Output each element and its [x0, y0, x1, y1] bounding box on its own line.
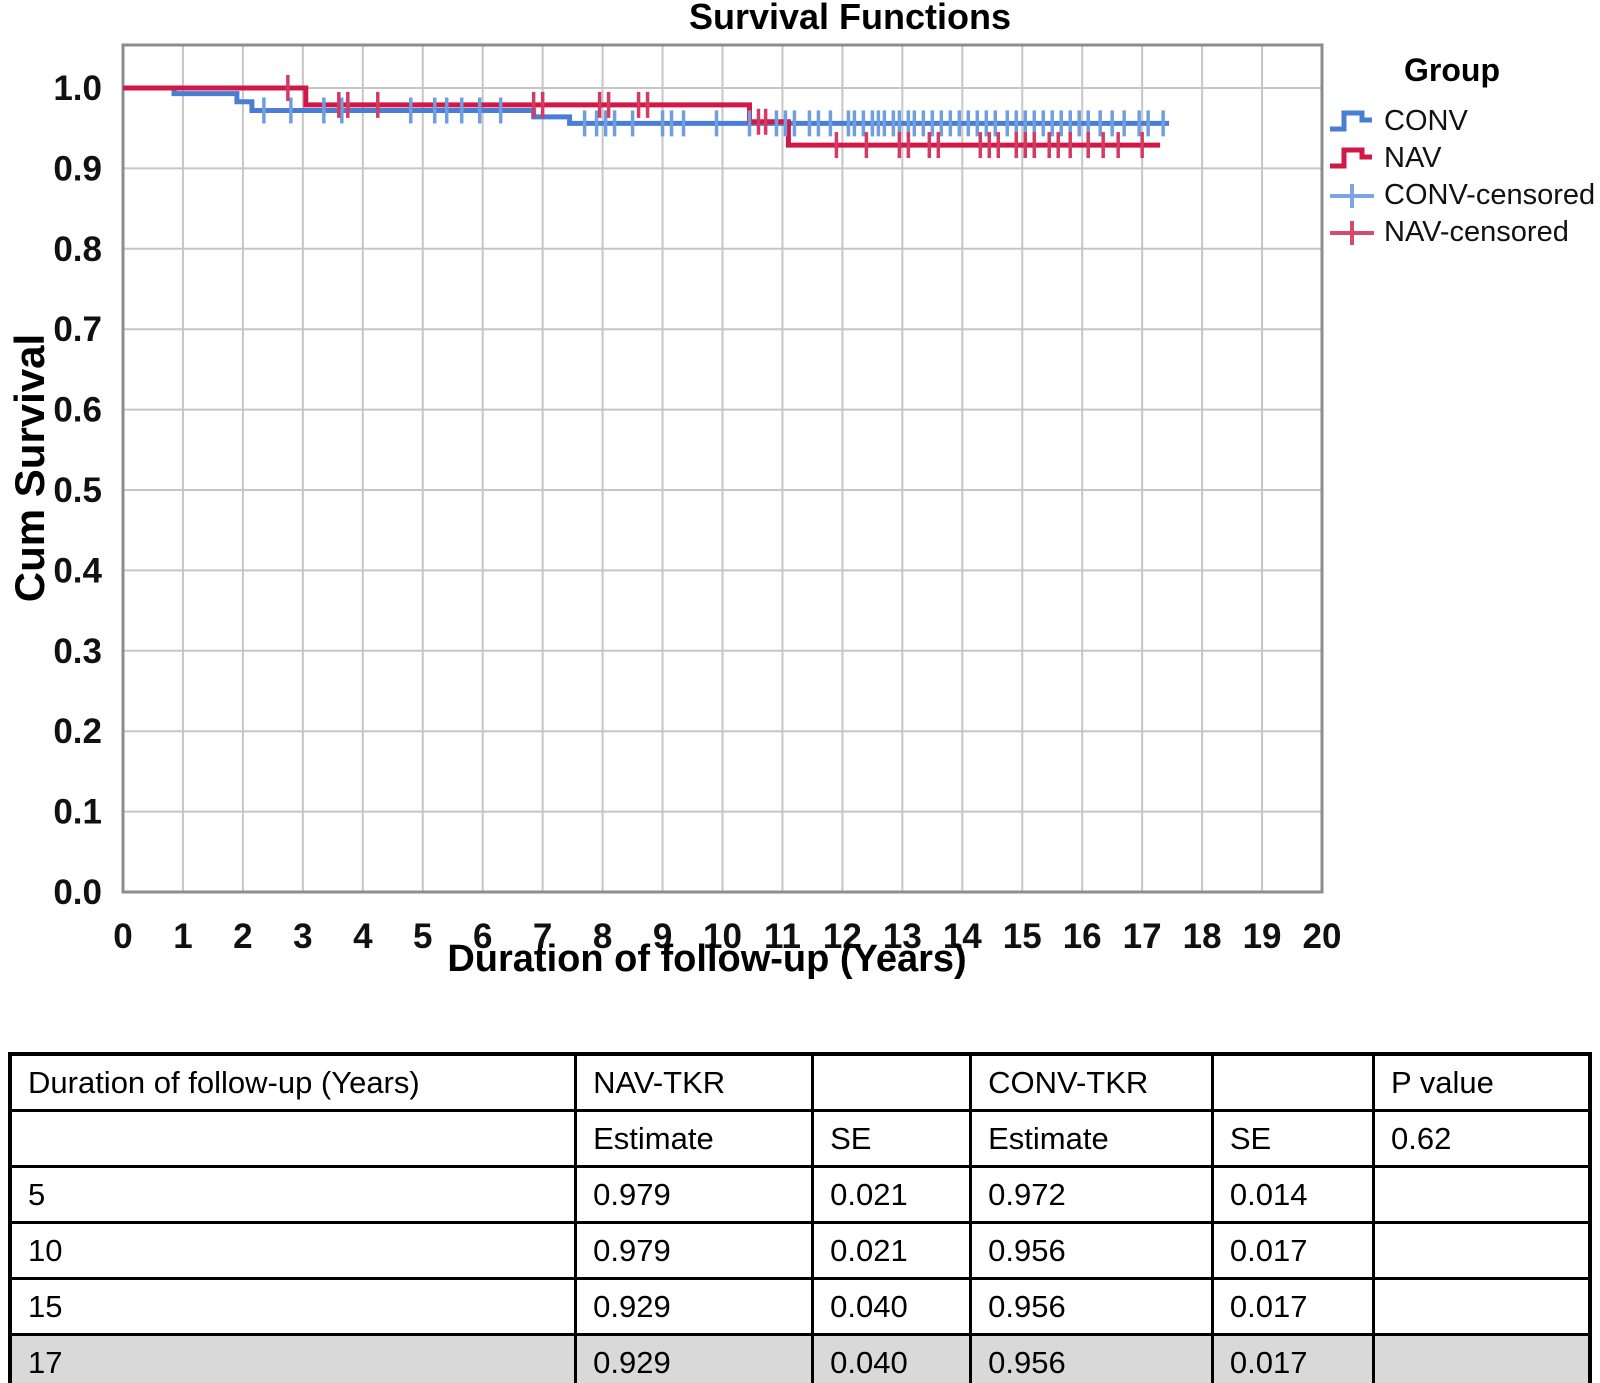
survival-estimates-table: Duration of follow-up (Years) NAV-TKR CO… — [8, 1052, 1592, 1383]
cell-year: 15 — [8, 1277, 578, 1336]
col-header-p-value: P value — [1372, 1052, 1592, 1112]
y-tick-label: 0.5 — [53, 471, 102, 510]
step-line-icon — [1330, 110, 1372, 131]
cell-nav-se: 0.040 — [811, 1277, 973, 1336]
plus-marker-icon — [1330, 220, 1374, 245]
cell-conv-se: 0.017 — [1210, 1277, 1376, 1336]
chart-title: Survival Functions — [688, 0, 1012, 37]
x-tick-label: 14 — [943, 917, 982, 956]
table-row: 15 0.929 0.040 0.956 0.017 — [8, 1277, 1592, 1336]
legend-item-nav-censored: NAV-censored — [1328, 214, 1598, 251]
x-tick-label: 9 — [653, 917, 672, 956]
cell-conv-se: 0.017 — [1210, 1221, 1376, 1280]
x-tick-label: 19 — [1243, 917, 1282, 956]
legend-item-nav: NAV — [1328, 140, 1598, 177]
table-row: 5 0.979 0.021 0.972 0.014 — [8, 1165, 1592, 1224]
cell-nav-se: 0.040 — [811, 1333, 973, 1383]
y-tick-label: 0.2 — [53, 712, 102, 751]
y-tick-label: 0.3 — [53, 632, 102, 671]
x-tick-label: 18 — [1183, 917, 1222, 956]
legend-title: Group — [1404, 52, 1500, 88]
legend-item-conv: CONV — [1328, 103, 1598, 140]
x-tick-label: 15 — [1003, 917, 1042, 956]
x-tick-label: 12 — [823, 917, 862, 956]
header-cell-estimate: Estimate — [574, 1109, 815, 1168]
y-tick-label: 0.1 — [53, 793, 102, 832]
cell-year: 5 — [8, 1165, 578, 1224]
y-axis-title: Cum Survival — [6, 333, 53, 603]
cell-conv-se: 0.017 — [1210, 1333, 1376, 1383]
col-header-duration: Duration of follow-up (Years) — [8, 1052, 578, 1112]
cell-nav-estimate: 0.979 — [574, 1165, 815, 1224]
cell-empty — [1372, 1221, 1592, 1280]
y-tick-label: 0.6 — [53, 391, 102, 430]
legend: Group CONV NAV CONV-censored — [1328, 52, 1598, 251]
col-header-empty — [811, 1052, 973, 1112]
x-tick-label: 7 — [533, 917, 552, 956]
col-header-conv-tkr: CONV-TKR — [969, 1052, 1214, 1112]
p-value: 0.62 — [1372, 1109, 1592, 1168]
cell-empty — [1372, 1333, 1592, 1383]
cell-nav-estimate: 0.929 — [574, 1277, 815, 1336]
legend-label: NAV — [1384, 142, 1442, 174]
legend-label: NAV-censored — [1384, 216, 1569, 248]
cell-conv-estimate: 0.956 — [969, 1277, 1214, 1336]
y-tick-label: 0.9 — [53, 149, 102, 188]
plus-marker-icon — [1330, 183, 1374, 208]
header-cell-se: SE — [811, 1109, 973, 1168]
cell-conv-estimate: 0.956 — [969, 1333, 1214, 1383]
cell-year: 10 — [8, 1221, 578, 1280]
cell-nav-se: 0.021 — [811, 1221, 973, 1280]
cell-year: 17 — [8, 1333, 578, 1383]
table-row: 10 0.979 0.021 0.956 0.017 — [8, 1221, 1592, 1280]
cell-empty — [1372, 1165, 1592, 1224]
header-cell-se: SE — [1210, 1109, 1376, 1168]
x-tick-label: 11 — [764, 917, 801, 956]
km-plot-canvas: 0 1 2 3 4 5 6 7 8 9 10 11 12 13 14 15 16 17 18 19 200.00.10.… — [53, 43, 1342, 956]
cell-nav-estimate: 0.979 — [574, 1221, 815, 1280]
x-tick-label: 10 — [703, 917, 742, 956]
legend-label: CONV-censored — [1384, 179, 1596, 211]
x-tick-label: 0 — [113, 917, 132, 956]
x-tick-label: 4 — [353, 917, 373, 956]
x-tick-label: 2 — [233, 917, 252, 956]
step-line-icon — [1330, 147, 1372, 168]
col-header-empty — [1210, 1052, 1376, 1112]
header-cell-empty — [8, 1109, 578, 1168]
x-tick-label: 20 — [1303, 917, 1342, 956]
x-tick-label: 17 — [1123, 917, 1162, 956]
x-tick-label: 8 — [593, 917, 612, 956]
km-curve-nav — [123, 85, 1161, 148]
plot-frame — [121, 43, 1324, 894]
km-curve-conv — [123, 85, 1170, 126]
y-tick-label: 0.8 — [53, 230, 102, 269]
legend-item-conv-censored: CONV-censored — [1328, 177, 1598, 214]
table-header-row-groups: Duration of follow-up (Years) NAV-TKR CO… — [8, 1052, 1592, 1112]
x-tick-label: 6 — [473, 917, 492, 956]
cell-empty — [1372, 1277, 1592, 1336]
legend-label: CONV — [1384, 105, 1468, 137]
cell-nav-se: 0.021 — [811, 1165, 973, 1224]
col-header-nav-tkr: NAV-TKR — [574, 1052, 815, 1112]
x-tick-label: 3 — [293, 917, 312, 956]
cell-nav-estimate: 0.929 — [574, 1333, 815, 1383]
table-row-highlighted: 17 0.929 0.040 0.956 0.017 — [8, 1333, 1592, 1383]
y-tick-label: 0.7 — [53, 310, 102, 349]
survival-chart: 0 1 2 3 4 5 6 7 8 9 10 11 12 13 14 15 16 17 18 19 20 0.0 0.1 0.… — [6, 0, 1598, 980]
y-tick-label: 1.0 — [53, 69, 102, 108]
x-axis-title: Duration of follow-up (Years) — [447, 938, 967, 980]
x-tick-label: 16 — [1063, 917, 1102, 956]
cell-conv-estimate: 0.972 — [969, 1165, 1214, 1224]
header-cell-estimate: Estimate — [969, 1109, 1214, 1168]
cell-conv-estimate: 0.956 — [969, 1221, 1214, 1280]
x-tick-label: 1 — [173, 917, 192, 956]
y-tick-label: 0.0 — [53, 873, 102, 912]
y-tick-label: 0.4 — [53, 551, 102, 590]
table-header-row-stats: Estimate SE Estimate SE 0.62 — [8, 1109, 1592, 1168]
cell-conv-se: 0.014 — [1210, 1165, 1376, 1224]
x-tick-label: 5 — [413, 917, 432, 956]
x-tick-label: 13 — [883, 917, 922, 956]
